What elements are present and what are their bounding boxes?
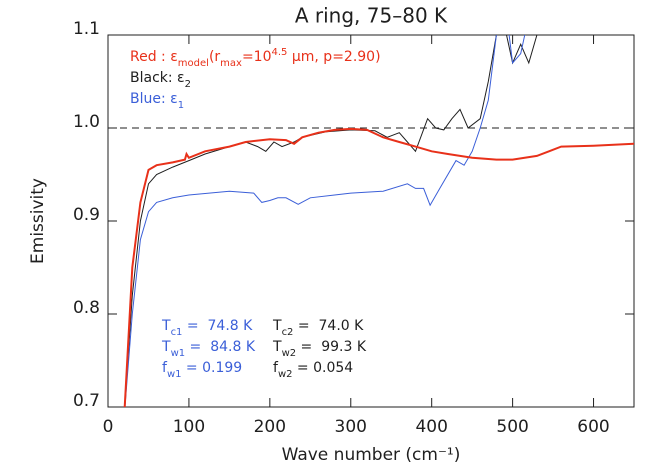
annotation-part: Blue: ε (130, 91, 178, 107)
x-tick-label: 100 (173, 417, 205, 437)
annotation-part: μm, p=2.90) (287, 49, 380, 65)
x-tick-label: 500 (496, 417, 528, 437)
annotation: Blue: ε1 (130, 91, 184, 111)
x-tick-label: 400 (415, 417, 447, 437)
annotation-part: =10 (242, 49, 272, 65)
annotation: Black: ε2 (130, 70, 191, 90)
annotation-part: w2 (282, 348, 297, 359)
annotation: fw2 = 0.054 (273, 360, 353, 380)
annotation-part: = 84.8 K (185, 339, 256, 355)
series-line (123, 127, 634, 407)
y-tick-label: 1.1 (73, 19, 100, 39)
annotation-part: Black: ε (130, 70, 185, 86)
annotation-part: w2 (278, 369, 293, 380)
annotation-part: = 74.8 K (182, 318, 253, 334)
annotation-part: c2 (282, 327, 294, 338)
series-line (124, 35, 538, 407)
annotation-part: = 0.199 (181, 360, 242, 376)
annotation: Tc2 = 74.0 K (272, 318, 364, 338)
annotation: Red : εmodel(rmax=104.5 μm, p=2.90) (130, 47, 381, 69)
y-tick-label: 0.7 (73, 391, 100, 411)
annotation-part: f (162, 360, 168, 376)
annotation-part: (r (209, 49, 220, 65)
y-tick-label: 0.9 (73, 205, 100, 225)
x-tick-label: 300 (335, 417, 367, 437)
annotation-part: w1 (171, 348, 186, 359)
annotation-part: T (161, 339, 171, 355)
annotation-part: Red : ε (130, 49, 178, 65)
annotation-part: = 74.0 K (293, 318, 364, 334)
x-tick-label: 200 (254, 417, 286, 437)
annotation-part: 2 (185, 79, 191, 90)
annotation-part: = 99.3 K (296, 339, 367, 355)
annotation-part: T (272, 339, 282, 355)
plot-area (123, 35, 634, 407)
annotation-part: f (273, 360, 279, 376)
annotation-part: T (272, 318, 282, 334)
annotation-part: max (220, 58, 242, 69)
y-axis-label: Emissivity (28, 178, 48, 264)
series-line (124, 35, 526, 407)
annotation-part: 1 (178, 100, 184, 111)
x-tick-label: 0 (103, 417, 114, 437)
annotation: fw1 = 0.199 (162, 360, 242, 380)
annotation: Tw2 = 99.3 K (272, 339, 367, 359)
annotation: Tw1 = 84.8 K (161, 339, 256, 359)
annotation-part: model (178, 58, 209, 69)
chart-title: A ring, 75–80 K (295, 4, 448, 28)
annotation: Tc1 = 74.8 K (161, 318, 253, 338)
x-axis-label: Wave number (cm⁻¹) (282, 445, 461, 465)
annotation-part: c1 (171, 327, 183, 338)
y-tick-label: 0.8 (73, 298, 100, 318)
x-tick-label: 600 (577, 417, 609, 437)
annotation-part: = 0.054 (292, 360, 353, 376)
annotation-part: 4.5 (272, 47, 288, 58)
annotation-part: T (161, 318, 171, 334)
y-tick-label: 1.0 (73, 112, 100, 132)
annotation-part: w1 (167, 369, 182, 380)
